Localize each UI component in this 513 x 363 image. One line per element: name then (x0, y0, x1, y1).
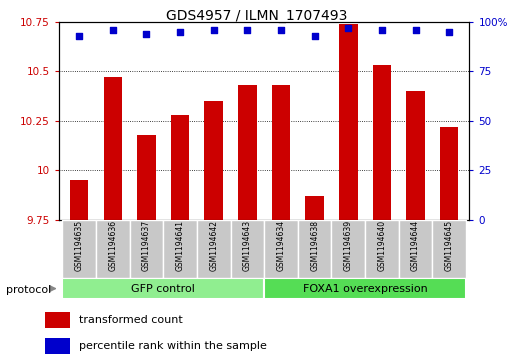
Point (210, 27, 218, 33)
Point (310, 33, 319, 38)
Bar (372, 65, 391, 220)
Bar (63, 278, 264, 299)
Text: GSM1194644: GSM1194644 (411, 220, 420, 271)
Text: protocol: protocol (6, 285, 51, 295)
Point (142, 31, 150, 37)
Bar (331, 220, 365, 278)
Text: GSM1194641: GSM1194641 (175, 220, 185, 271)
Bar (264, 278, 466, 299)
Text: transformed count: transformed count (80, 315, 183, 325)
Text: GSM1194634: GSM1194634 (277, 220, 286, 271)
Bar (238, 85, 256, 220)
Text: GSM1194643: GSM1194643 (243, 220, 252, 271)
Bar (197, 220, 230, 278)
Point (445, 29, 453, 34)
Bar (163, 220, 197, 278)
Text: percentile rank within the sample: percentile rank within the sample (80, 341, 267, 351)
Text: GSM1194636: GSM1194636 (108, 220, 117, 271)
Point (277, 27, 285, 33)
Text: GSM1194635: GSM1194635 (75, 220, 84, 271)
Bar (171, 115, 189, 220)
Bar (137, 135, 156, 220)
Bar (96, 220, 130, 278)
Bar (104, 77, 122, 220)
Bar (264, 220, 298, 278)
Point (75, 33, 83, 38)
Bar (45, 338, 70, 354)
Text: GSM1194640: GSM1194640 (378, 220, 386, 271)
Text: FOXA1 overexpression: FOXA1 overexpression (303, 284, 427, 294)
Bar (130, 220, 163, 278)
Text: GFP control: GFP control (131, 284, 195, 294)
Point (344, 25, 352, 30)
Text: GSM1194639: GSM1194639 (344, 220, 353, 271)
Bar (205, 101, 223, 220)
Bar (63, 220, 96, 278)
Bar (399, 220, 432, 278)
Text: GDS4957 / ILMN_1707493: GDS4957 / ILMN_1707493 (166, 9, 347, 23)
Text: GSM1194645: GSM1194645 (445, 220, 453, 271)
Bar (406, 91, 425, 220)
Bar (70, 180, 88, 220)
Text: GSM1194637: GSM1194637 (142, 220, 151, 271)
Bar (339, 24, 358, 220)
Point (378, 27, 386, 33)
Text: GSM1194638: GSM1194638 (310, 220, 319, 271)
Bar (432, 220, 466, 278)
Bar (298, 220, 331, 278)
Bar (440, 127, 459, 220)
Bar (230, 220, 264, 278)
Text: GSM1194642: GSM1194642 (209, 220, 218, 271)
Point (411, 27, 420, 33)
Bar (272, 85, 290, 220)
Bar (305, 196, 324, 220)
Point (109, 27, 117, 33)
Bar (45, 312, 70, 328)
Bar (365, 220, 399, 278)
Point (243, 27, 251, 33)
Point (176, 29, 184, 34)
